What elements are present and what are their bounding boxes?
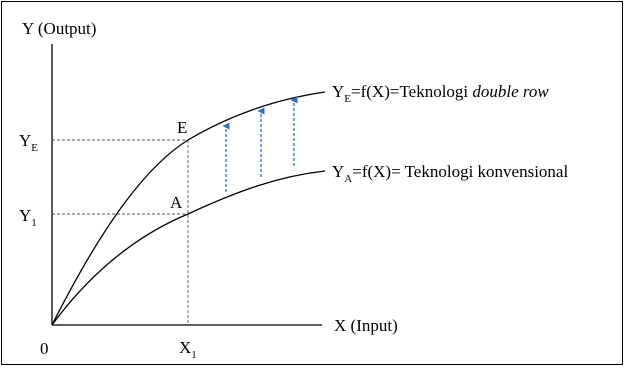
y1-label: Y1 bbox=[19, 206, 37, 229]
curve-konvensional-label: YA=f(X)= Teknologi konvensional bbox=[332, 162, 568, 185]
curve-double-row bbox=[51, 91, 326, 326]
point-e-label: E bbox=[177, 118, 187, 137]
y-axis-title: Y (Output) bbox=[22, 19, 96, 38]
curve-double-row-label: YE=f(X)=Teknologi double row bbox=[332, 82, 549, 105]
curve-konvensional bbox=[51, 170, 326, 326]
ye-label: YE bbox=[19, 131, 38, 154]
point-a-label: A bbox=[170, 193, 183, 212]
x-axis-title: X (Input) bbox=[334, 316, 398, 335]
x1-label: X1 bbox=[179, 338, 197, 361]
origin-label: 0 bbox=[40, 339, 49, 358]
